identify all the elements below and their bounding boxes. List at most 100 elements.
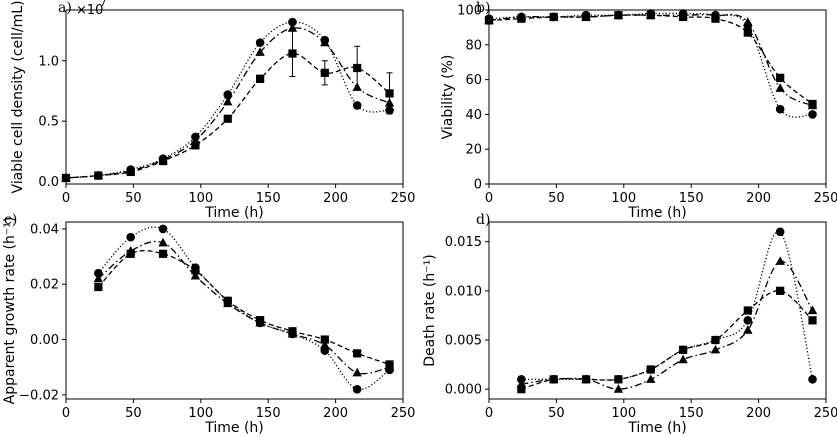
data-point-triangle <box>775 83 785 92</box>
data-point-triangle <box>352 82 362 91</box>
data-point-square <box>94 171 103 180</box>
series-line-circle <box>97 226 390 391</box>
x-tick-label: 100 <box>611 191 636 206</box>
data-point-square <box>223 296 232 305</box>
x-axis-label: Time (h) <box>627 420 687 436</box>
data-point-square <box>385 89 394 98</box>
y-tick-label: 20 <box>465 143 482 158</box>
x-tick-label: 250 <box>391 406 416 421</box>
panel-d: 0 50 100 150 200 250 0.000 0.005 0.010 0.015 Time … <box>422 212 837 436</box>
data-point-square <box>614 375 623 384</box>
data-point-square <box>320 68 329 77</box>
data-point-circle <box>126 232 136 242</box>
y-tick-label: 0.010 <box>445 284 482 299</box>
x-tick-label: 0 <box>62 406 70 421</box>
x-tick-label: 200 <box>323 406 348 421</box>
data-point-circle <box>352 385 362 394</box>
y-tick-label: −0.02 <box>19 388 59 403</box>
data-point-triangle <box>775 256 785 265</box>
x-tick-label: 50 <box>548 406 565 421</box>
data-point-square <box>581 12 591 22</box>
x-axis-label: Time (h) <box>627 205 687 221</box>
data-point-triangle <box>678 354 688 364</box>
series-line-square <box>488 14 813 105</box>
x-tick-label: 250 <box>814 406 837 421</box>
y-tick-label: 0.04 <box>30 222 59 237</box>
y-tick-label: 0.005 <box>445 334 482 349</box>
panel-letter: d) <box>476 212 490 228</box>
data-point-triangle <box>320 37 330 47</box>
data-point-square <box>743 28 752 37</box>
data-point-square <box>808 316 817 325</box>
y-tick-label: 1.0 <box>38 54 59 69</box>
axes-frame <box>65 9 404 185</box>
data-point-triangle <box>255 47 265 56</box>
data-point-square <box>126 249 135 258</box>
data-point-triangle <box>287 23 298 32</box>
y-tick-label: 0 <box>474 178 482 193</box>
y-tick-label: 0.000 <box>445 383 482 398</box>
data-point-square <box>353 349 362 358</box>
data-point-square <box>256 74 265 83</box>
x-tick-label: 0 <box>485 191 493 206</box>
data-point-square <box>711 14 720 23</box>
x-axis-label: Time (h) <box>204 420 264 436</box>
data-point-square <box>808 99 817 109</box>
x-tick-label: 100 <box>611 406 636 421</box>
data-point-square <box>743 306 752 315</box>
panel-letter: c) <box>4 212 17 228</box>
x-tick-label: 150 <box>679 191 704 206</box>
y-tick-label: 100 <box>457 4 482 19</box>
data-point-square <box>385 360 394 369</box>
x-tick-label: 100 <box>188 191 213 206</box>
data-point-square <box>646 365 655 374</box>
data-point-triangle <box>352 367 362 377</box>
data-point-triangle <box>223 96 233 106</box>
data-point-circle <box>808 375 817 384</box>
data-point-square <box>549 12 558 22</box>
data-point-square <box>776 73 785 82</box>
data-point-circle <box>385 105 394 115</box>
y-tick-label: 0.5 <box>38 115 59 130</box>
x-tick-label: 200 <box>746 191 771 206</box>
series-line-square <box>521 290 813 390</box>
data-point-square <box>581 375 591 384</box>
data-point-triangle <box>743 17 753 26</box>
series-line-square <box>97 249 390 366</box>
x-tick-label: 0 <box>62 191 70 206</box>
data-point-square <box>191 141 200 150</box>
x-axis-label: Time (h) <box>204 205 264 221</box>
data-point-square <box>776 286 785 295</box>
axes-frame <box>488 221 827 400</box>
data-point-square <box>288 49 297 58</box>
data-point-triangle <box>710 344 721 354</box>
data-point-triangle <box>158 237 168 247</box>
data-point-triangle <box>807 305 818 315</box>
panel-letter: b) <box>476 0 490 16</box>
y-tick-label: 80 <box>465 38 482 53</box>
y-tick-label: 0.0 <box>38 175 59 190</box>
x-tick-label: 100 <box>188 406 213 421</box>
y-tick-label: 0.00 <box>30 333 59 348</box>
y-axis-label: Viability (%) <box>440 55 456 140</box>
x-tick-label: 150 <box>256 406 281 421</box>
panel-a: 0 50 100 150 200 250 0.0 0.5 1.0 Time (h) Viable c… <box>10 0 415 221</box>
data-point-square <box>517 14 526 23</box>
data-point-triangle <box>190 270 201 280</box>
data-point-triangle <box>384 98 395 107</box>
series-line-triangle <box>488 13 813 107</box>
data-point-triangle <box>613 384 624 393</box>
x-tick-label: 250 <box>814 191 837 206</box>
data-point-triangle <box>93 273 104 283</box>
y-tick-label: 60 <box>465 73 482 88</box>
y-tick-label: 0.015 <box>445 235 482 250</box>
data-point-circle <box>743 316 753 325</box>
data-point-square <box>191 266 200 275</box>
data-point-circle <box>808 110 817 119</box>
data-point-circle <box>158 224 168 234</box>
data-point-circle <box>94 268 103 278</box>
x-tick-label: 50 <box>125 191 142 206</box>
y-axis-label: Viable cell density (cell/mL) <box>10 0 26 193</box>
